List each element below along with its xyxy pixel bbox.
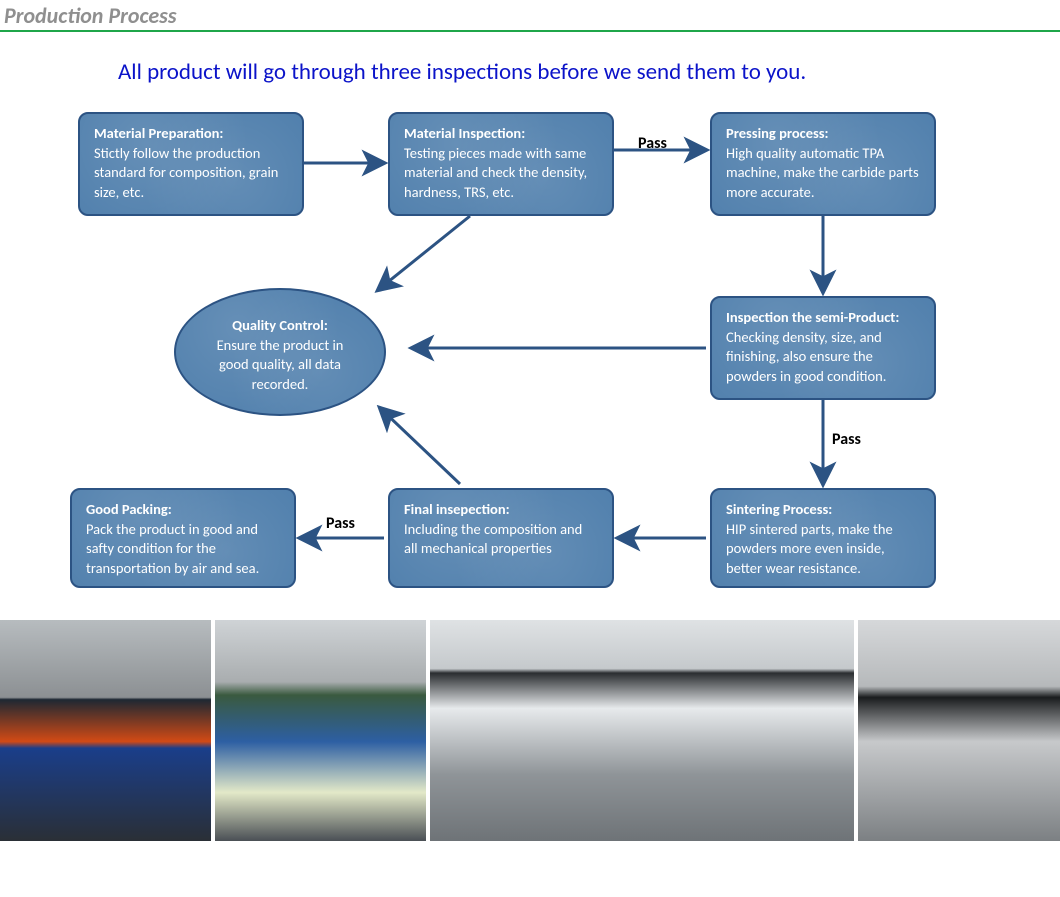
node-body: Stictly follow the production standard f… xyxy=(94,144,278,201)
node-title: Material Inspection: xyxy=(404,124,525,142)
node-sintering-process: Sintering Process: HIP sintered parts, m… xyxy=(710,488,936,588)
node-body: HIP sintered parts, make the powders mor… xyxy=(726,520,893,577)
photo-factory-1 xyxy=(0,620,211,841)
edge-minsp-qc xyxy=(378,216,470,290)
node-title: Inspection the semi-Product: xyxy=(726,308,899,326)
node-good-packing: Good Packing: Pack the product in good a… xyxy=(70,488,296,588)
node-final-inspection: Final insepection: Including the composi… xyxy=(388,488,614,588)
node-material-preparation: Material Preparation: Stictly follow the… xyxy=(78,112,304,216)
edge-final-qc xyxy=(380,408,460,484)
node-title: Material Preparation: xyxy=(94,124,223,142)
node-body: Testing pieces made with same material a… xyxy=(404,144,587,201)
photo-factory-4 xyxy=(858,620,1060,841)
node-title: Quality Control: xyxy=(232,316,328,334)
photo-strip xyxy=(0,620,1060,841)
node-material-inspection: Material Inspection: Testing pieces made… xyxy=(388,112,614,216)
node-pressing-process: Pressing process: High quality automatic… xyxy=(710,112,936,216)
node-body: Ensure the product in good quality, all … xyxy=(217,336,344,393)
node-body: Checking density, size, and finishing, a… xyxy=(726,328,886,385)
photo-factory-3 xyxy=(430,620,854,841)
node-title: Pressing process: xyxy=(726,124,829,142)
node-title: Final insepection: xyxy=(404,500,510,518)
node-title: Sintering Process: xyxy=(726,500,832,518)
node-body: Including the composition and all mechan… xyxy=(404,520,582,558)
node-title: Good Packing: xyxy=(86,500,172,518)
node-semi-product-inspection: Inspection the semi-Product: Checking de… xyxy=(710,296,936,400)
photo-factory-2 xyxy=(215,620,426,841)
edge-label-pass-2: Pass xyxy=(832,430,861,449)
edge-label-pass-1: Pass xyxy=(638,134,667,153)
edge-label-pass-3: Pass xyxy=(326,514,355,533)
node-quality-control: Quality Control: Ensure the product in g… xyxy=(174,288,386,416)
node-body: High quality automatic TPA machine, make… xyxy=(726,144,919,201)
node-body: Pack the product in good and safty condi… xyxy=(86,520,259,577)
flowchart-canvas: Material Preparation: Stictly follow the… xyxy=(0,0,1060,610)
